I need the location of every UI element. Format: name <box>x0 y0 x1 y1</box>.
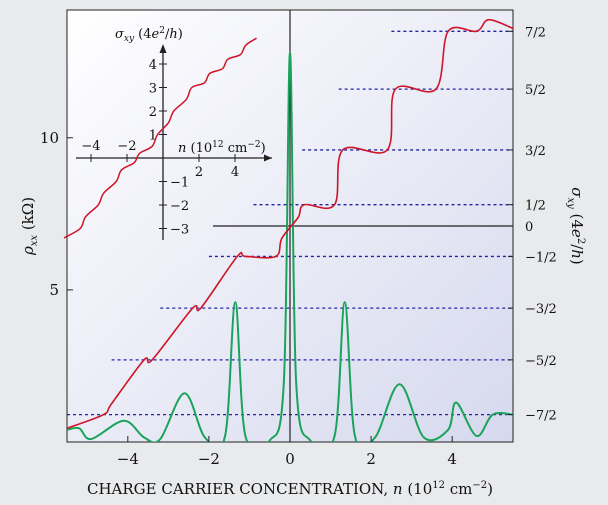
inset-x-tick-label-2: 2 <box>195 165 203 180</box>
y-tick-label-1: 10 <box>40 129 59 147</box>
y-tick-label-0: 5 <box>49 281 59 299</box>
right-tick-label-4: 0 <box>525 220 533 235</box>
right-tick-label-8: −7/2 <box>525 409 557 424</box>
x-tick-label-2: 0 <box>285 450 295 468</box>
inset-y-tick-label-1: −2 <box>170 199 189 214</box>
inset-x-label: n (1012 cm−2) <box>178 140 266 156</box>
inset-y-arrow <box>159 44 167 53</box>
right-axis-labels: 7/2 5/2 3/2 1/2 0 −1/2 −3/2 −5/2 −7/2 <box>508 25 557 424</box>
x-axis-label: CHARGE CARRIER CONCENTRATION, n (1012 cm… <box>87 480 493 498</box>
left-y-axis-ticks: 5 10 <box>40 129 73 299</box>
inset-y-tick-label-5: 3 <box>149 82 157 97</box>
x-tick-label-3: 2 <box>366 450 376 468</box>
rho-xx-curve <box>67 51 513 442</box>
right-tick-label-3: 1/2 <box>525 199 546 214</box>
right-tick-label-7: −5/2 <box>525 354 557 369</box>
inset-sigma-curve <box>63 37 257 239</box>
inset-x-tick-label-0: −4 <box>81 139 100 154</box>
inset-y-tick-label-2: −1 <box>170 176 189 191</box>
inset-x-tick-label-3: 4 <box>231 165 239 180</box>
inset-plot: −4 −2 2 4 −3 −2 −1 1 2 3 4 n (1012 cm−2) σxy (4e2/h) <box>63 26 272 240</box>
inset-y-label: σxy (4e2/h) <box>115 26 183 44</box>
inset-x-arrow <box>264 154 272 162</box>
x-axis-ticks: −4 −2 0 2 4 <box>117 436 457 468</box>
right-tick-label-1: 5/2 <box>525 83 546 98</box>
x-tick-label-1: −2 <box>198 450 220 468</box>
right-tick-label-6: −3/2 <box>525 302 557 317</box>
sigma-xy-curve <box>67 18 513 430</box>
inset-y-tick-label-3: 1 <box>149 129 157 144</box>
inset-x-tick-label-1: −2 <box>117 139 136 154</box>
right-y-axis-label: σxy (4e2/h) <box>565 187 586 265</box>
right-tick-label-2: 3/2 <box>525 144 546 159</box>
inset-y-tick-label-0: −3 <box>170 223 189 238</box>
inset-y-tick-label-6: 4 <box>149 58 157 73</box>
right-tick-label-5: −1/2 <box>525 250 557 265</box>
x-tick-label-0: −4 <box>117 450 139 468</box>
inset-y-tick-label-4: 2 <box>149 105 157 120</box>
x-tick-label-4: 4 <box>447 450 457 468</box>
left-y-axis-label: ρxx (kΩ) <box>19 197 40 256</box>
right-tick-label-0: 7/2 <box>525 25 546 40</box>
